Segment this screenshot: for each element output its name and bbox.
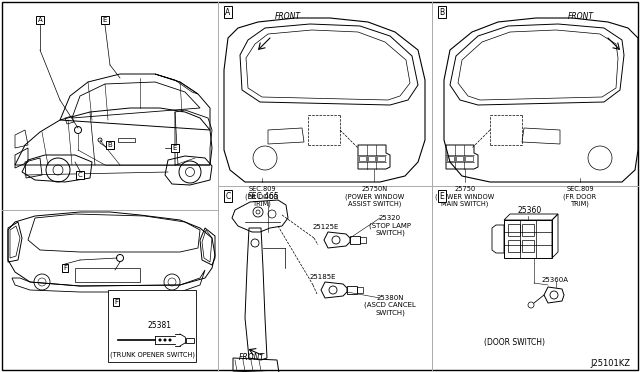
- Text: 25360A: 25360A: [541, 277, 568, 283]
- Circle shape: [159, 339, 161, 341]
- Bar: [456, 156, 463, 161]
- Text: C: C: [225, 192, 230, 201]
- Text: 25185E: 25185E: [310, 274, 336, 280]
- Bar: [377, 156, 385, 161]
- Bar: [359, 156, 366, 161]
- Text: C: C: [77, 172, 83, 178]
- Circle shape: [169, 339, 172, 341]
- Text: 25380N
(ASCD CANCEL
SWITCH): 25380N (ASCD CANCEL SWITCH): [364, 295, 416, 316]
- Text: FRONT: FRONT: [275, 12, 301, 21]
- Text: E: E: [173, 145, 177, 151]
- Text: 25381: 25381: [148, 321, 172, 330]
- Text: E: E: [440, 192, 444, 201]
- Bar: [357, 287, 363, 293]
- Bar: [447, 156, 454, 161]
- Bar: [522, 240, 534, 252]
- Text: 25320
(STOP LAMP
SWITCH): 25320 (STOP LAMP SWITCH): [369, 215, 411, 236]
- Text: (TRUNK OPENER SWITCH): (TRUNK OPENER SWITCH): [109, 352, 195, 358]
- Text: SEC.809
(FR DOOR
TRIM): SEC.809 (FR DOOR TRIM): [563, 186, 596, 207]
- Text: 25750N
(POWER WINDOW
ASSIST SWITCH): 25750N (POWER WINDOW ASSIST SWITCH): [346, 186, 404, 207]
- Text: F: F: [114, 299, 118, 305]
- Text: (DOOR SWITCH): (DOOR SWITCH): [484, 338, 545, 347]
- Bar: [360, 237, 366, 243]
- Bar: [508, 224, 520, 236]
- Text: B: B: [108, 142, 113, 148]
- Text: J25101KZ: J25101KZ: [590, 359, 630, 368]
- Text: FRONT: FRONT: [568, 12, 594, 21]
- Text: SEC.809
(FR DOOR
TRIM): SEC.809 (FR DOOR TRIM): [245, 186, 278, 207]
- Text: E: E: [103, 17, 107, 23]
- Text: 25360: 25360: [518, 206, 542, 215]
- Text: 25750
(POWER WINDOW
MAIN SWITCH): 25750 (POWER WINDOW MAIN SWITCH): [435, 186, 495, 207]
- Text: A: A: [38, 17, 42, 23]
- Bar: [108, 290, 196, 362]
- Bar: [504, 220, 552, 258]
- Bar: [522, 224, 534, 236]
- Bar: [186, 338, 194, 343]
- Text: B: B: [440, 7, 445, 16]
- Text: A: A: [225, 7, 230, 16]
- Text: FRONT: FRONT: [239, 353, 265, 362]
- Bar: [508, 240, 520, 252]
- Bar: [465, 156, 473, 161]
- Circle shape: [164, 339, 166, 341]
- Text: 25125E: 25125E: [313, 224, 339, 230]
- Text: F: F: [63, 265, 67, 271]
- Bar: [75, 268, 140, 282]
- Bar: [347, 286, 357, 294]
- Bar: [368, 156, 375, 161]
- Text: SEC.465: SEC.465: [248, 192, 280, 201]
- Bar: [350, 236, 360, 244]
